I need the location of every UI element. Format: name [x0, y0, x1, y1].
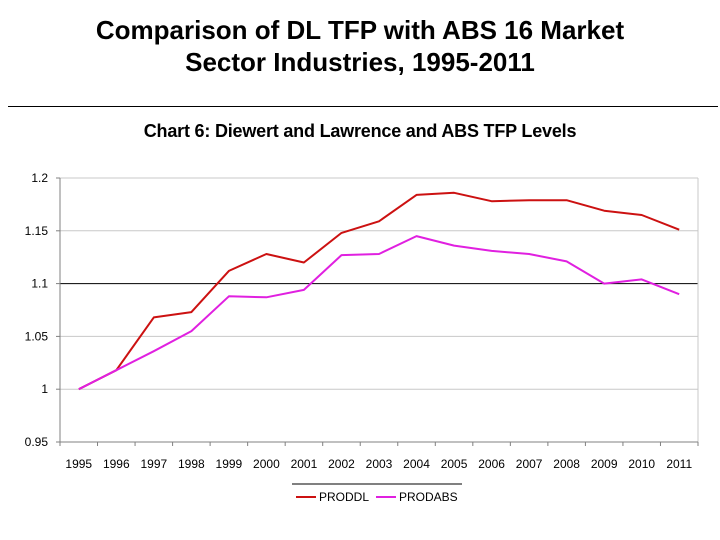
- title-divider: [8, 106, 718, 107]
- y-tick-label: 1: [41, 382, 48, 396]
- x-tick-label: 2006: [478, 457, 505, 471]
- x-tick-label: 1998: [178, 457, 205, 471]
- legend-label-prodabs: PRODABS: [399, 490, 458, 504]
- x-tick-label: 1999: [216, 457, 243, 471]
- x-tick-label: 2001: [291, 457, 318, 471]
- y-tick-label: 0.95: [25, 435, 49, 449]
- x-tick-label: 2004: [403, 457, 430, 471]
- chart-title: Chart 6: Diewert and Lawrence and ABS TF…: [143, 121, 577, 141]
- x-tick-label: 2009: [591, 457, 618, 471]
- x-tick-label: 2010: [628, 457, 655, 471]
- y-tick-label: 1.2: [31, 171, 48, 185]
- x-tick-label: 1997: [140, 457, 167, 471]
- slide-title-line-1: Comparison of DL TFP with ABS 16 Market: [95, 15, 625, 45]
- x-tick-label: 2002: [328, 457, 355, 471]
- series-line-prodabs: [78, 235, 680, 391]
- x-tick-label: 2005: [441, 457, 468, 471]
- x-tick-label: 1995: [65, 457, 92, 471]
- y-tick-label: 1.05: [25, 329, 49, 343]
- legend-label-proddl: PRODDL: [319, 490, 369, 504]
- slide-title-line-2: Sector Industries, 1995-2011: [185, 47, 535, 77]
- x-tick-label: 2011: [666, 457, 692, 471]
- x-tick-label: 2000: [253, 457, 280, 471]
- slide-title: Comparison of DL TFP with ABS 16 Market …: [40, 14, 680, 78]
- x-tick-label: 1996: [103, 457, 130, 471]
- series-line-proddl: [78, 191, 680, 391]
- y-tick-label: 1.1: [31, 277, 48, 291]
- x-tick-label: 2008: [553, 457, 580, 471]
- x-tick-label: 2007: [516, 457, 543, 471]
- x-tick-label: 2003: [366, 457, 393, 471]
- y-tick-label: 1.15: [25, 224, 49, 238]
